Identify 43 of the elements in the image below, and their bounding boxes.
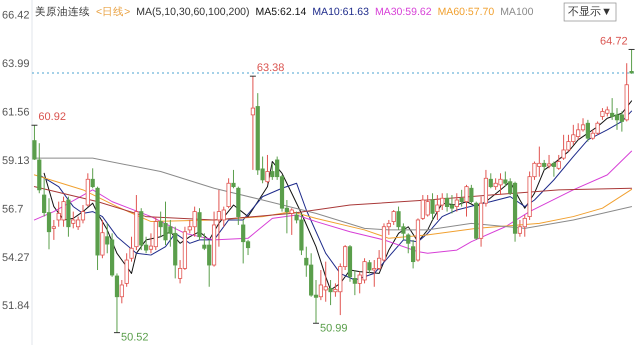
annotation: 50.52 — [120, 332, 148, 344]
candlestick — [250, 76, 255, 170]
text: MA10:61.63 — [312, 6, 370, 18]
line-series — [34, 174, 632, 239]
candlestick — [556, 154, 561, 170]
annotation: MA(5,10,30,60,100,200) — [136, 6, 250, 18]
y-tick-label: 51.84 — [2, 300, 30, 312]
y-tick-label: 59.13 — [2, 154, 30, 167]
candlestick — [95, 186, 100, 271]
candlestick — [236, 186, 240, 226]
candlestick — [52, 219, 56, 240]
annotation: 60.92 — [38, 111, 66, 124]
annotation: 64.72 — [600, 35, 628, 48]
annotation: 50.99 — [320, 322, 348, 334]
candlestick — [348, 244, 352, 282]
candlestick — [488, 172, 493, 189]
text: MA100 — [500, 6, 534, 18]
y-tick-label: 56.7 — [2, 203, 24, 216]
candlestick — [265, 154, 270, 184]
y-tick-label: 54.27 — [2, 252, 30, 264]
text: 美原油连续 — [35, 4, 90, 18]
y-tick-label: 63.99 — [2, 58, 30, 70]
text: MA5:62.14 — [256, 6, 306, 18]
candlestick — [411, 239, 416, 269]
candlestick — [231, 169, 236, 189]
annotation: 不显示▼ — [568, 6, 612, 18]
line-series — [34, 150, 632, 254]
y-tick-label: 61.56 — [2, 106, 30, 118]
text: <日线> — [96, 4, 130, 18]
candlestick — [328, 279, 333, 306]
line-series — [34, 186, 632, 220]
text: MA60:57.70 — [438, 6, 494, 18]
annotation: 63.38 — [256, 62, 284, 74]
y-tick-label: 66.42 — [2, 9, 30, 22]
candlestick — [120, 279, 124, 304]
text: MA30:59.62 — [374, 6, 432, 18]
candlestick — [454, 192, 459, 212]
candlestick — [90, 168, 95, 189]
candlestick — [460, 189, 464, 208]
candlestick — [474, 201, 478, 240]
candlestick — [352, 270, 357, 296]
candlestick — [430, 192, 435, 220]
candlestick — [100, 219, 104, 259]
